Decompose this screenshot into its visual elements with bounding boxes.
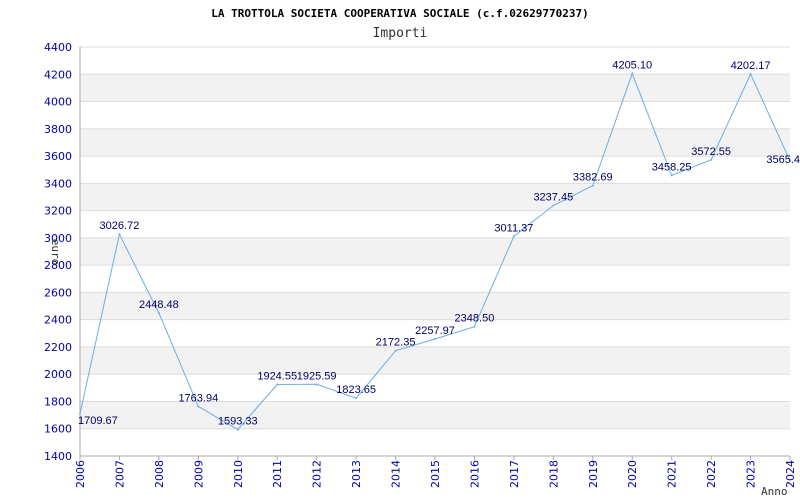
data-point [670,174,673,177]
data-point [236,428,239,431]
data-point [118,233,121,236]
data-label: 3458.25 [652,161,692,173]
data-label: 1823.65 [336,384,376,396]
data-label: 2257.97 [415,325,455,337]
y-tick-label: 1400 [44,450,72,463]
y-tick-labels: 1400 1600 1800 2000 2200 2400 2600 2800 3000 3200… [44,41,72,463]
x-tick-label: 2019 [587,460,600,488]
y-tick-label: 2400 [44,314,72,327]
x-tick-label: 2017 [508,460,521,488]
grid-band [80,74,790,102]
plot-background-bands [80,74,790,429]
data-point [512,235,515,238]
y-axis-label: euro [49,239,62,266]
y-tick-label: 3400 [44,177,72,190]
grid-band [80,346,790,375]
x-tick-label: 2006 [74,460,87,488]
x-axis-label: Anno [761,485,788,498]
grid-band [80,237,790,266]
data-point [473,325,476,328]
data-label: 1593.33 [218,416,258,428]
data-point [749,72,752,75]
y-tick-label: 2000 [44,368,72,381]
y-tick-label: 1600 [44,423,72,436]
data-point [276,383,279,386]
y-tick-label: 2800 [44,259,72,272]
y-tick-label: 4200 [44,68,72,81]
grid-lines [80,46,790,457]
y-tick-label: 1800 [44,395,72,408]
x-tick-label: 2020 [626,460,639,488]
data-point [79,412,81,415]
data-label: 4205.10 [612,60,652,72]
y-tick-label: 3800 [44,123,72,136]
data-label: 2348.50 [455,313,495,325]
x-tick-label: 2014 [390,460,403,488]
series [79,72,791,431]
x-tick-label: 2008 [153,460,166,488]
data-point [355,397,358,400]
data-label: 3011.37 [494,222,533,234]
data-label: 3026.72 [100,220,140,232]
x-tick-label: 2021 [666,460,679,488]
y-tick-label: 3200 [44,205,72,218]
data-label: 2448.48 [139,299,179,311]
x-tick-label: 2007 [113,460,126,488]
x-tick-label: 2012 [311,460,324,488]
x-tick-label: 2013 [350,460,363,488]
x-tick-label: 2015 [429,460,442,488]
data-point [591,184,594,187]
x-tick-label: 2009 [192,460,205,488]
data-label: 1709.67 [78,415,118,427]
data-point [631,72,634,75]
y-tick-label: 3600 [44,150,72,163]
data-label: 4202.17 [731,60,771,72]
data-point [157,312,160,315]
data-point [394,349,397,352]
x-tick-label: 2022 [705,460,718,488]
x-tick-label: 2010 [232,460,245,488]
data-label: 2172.35 [376,337,416,349]
chart-subtitle: Importi [373,26,428,41]
grid-band [80,128,790,157]
x-tick-label: 2024 [784,460,797,488]
y-tick-label: 2600 [44,286,72,299]
data-point [434,338,436,341]
grid-band [80,183,790,211]
data-label: 3565.4 [766,154,800,166]
chart-title: LA TROTTOLA SOCIETA COOPERATIVA SOCIALE … [211,7,589,20]
y-tick-label: 2200 [44,341,72,354]
x-tick-labels: 2006 2007 2008 2009 2010 2011 2012 2013 2014 2015… [74,456,797,488]
data-point [789,159,791,162]
data-label: 1763.94 [178,392,218,404]
data-label: 1925.59 [297,370,337,382]
data-point [197,405,200,408]
data-point [315,383,318,386]
data-label: 3237.45 [533,191,573,203]
x-tick-label: 2018 [547,460,560,488]
y-tick-label: 4400 [44,41,72,54]
x-tick-label: 2023 [745,460,758,488]
grid-band [80,292,790,320]
y-tick-label: 3000 [44,232,72,245]
x-tick-label: 2011 [271,460,284,488]
data-label: 1924.55 [257,370,297,382]
y-tick-label: 4000 [44,96,72,109]
grid-band [80,401,790,429]
data-label: 3572.55 [691,146,731,158]
data-point [710,158,713,161]
x-tick-label: 2016 [468,460,481,488]
data-point [552,204,555,207]
data-label: 3382.69 [573,172,613,184]
